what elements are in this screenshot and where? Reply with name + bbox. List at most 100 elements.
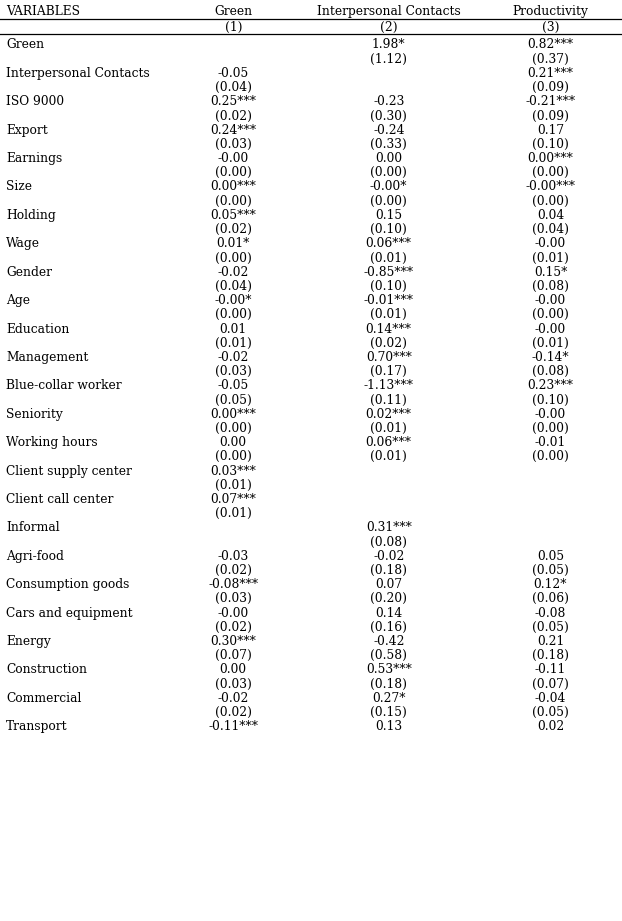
Text: (0.30): (0.30)	[370, 110, 407, 122]
Text: (0.01): (0.01)	[370, 251, 407, 264]
Text: 0.14: 0.14	[375, 607, 402, 620]
Text: (0.08): (0.08)	[370, 535, 407, 549]
Text: (0.04): (0.04)	[215, 280, 252, 293]
Text: -0.00: -0.00	[535, 322, 566, 335]
Text: (0.02): (0.02)	[215, 705, 252, 719]
Text: Wage: Wage	[6, 238, 40, 251]
Text: (0.00): (0.00)	[215, 251, 252, 264]
Text: (0.20): (0.20)	[370, 592, 407, 605]
Text: -0.00: -0.00	[535, 294, 566, 307]
Text: (0.02): (0.02)	[215, 110, 252, 122]
Text: Interpersonal Contacts: Interpersonal Contacts	[6, 67, 150, 80]
Text: -0.23: -0.23	[373, 95, 404, 109]
Text: VARIABLES: VARIABLES	[6, 5, 80, 18]
Text: (0.01): (0.01)	[215, 479, 252, 492]
Text: Transport: Transport	[6, 720, 68, 733]
Text: Construction: Construction	[6, 663, 87, 676]
Text: -0.85***: -0.85***	[364, 265, 414, 279]
Text: 0.03***: 0.03***	[210, 464, 256, 477]
Text: -0.14*: -0.14*	[532, 351, 569, 364]
Text: (0.01): (0.01)	[532, 337, 569, 350]
Text: (3): (3)	[542, 21, 559, 34]
Text: 0.06***: 0.06***	[366, 437, 412, 449]
Text: (0.05): (0.05)	[532, 621, 569, 634]
Text: (0.00): (0.00)	[215, 450, 252, 463]
Text: 0.07***: 0.07***	[210, 493, 256, 506]
Text: Consumption goods: Consumption goods	[6, 578, 129, 591]
Text: -0.03: -0.03	[218, 550, 249, 563]
Text: Age: Age	[6, 294, 30, 307]
Text: (0.03): (0.03)	[215, 678, 252, 691]
Text: (0.58): (0.58)	[370, 649, 407, 662]
Text: (2): (2)	[380, 21, 397, 34]
Text: (0.00): (0.00)	[215, 422, 252, 435]
Text: -0.00: -0.00	[535, 408, 566, 421]
Text: -0.01***: -0.01***	[364, 294, 414, 307]
Text: 0.00: 0.00	[220, 437, 247, 449]
Text: Management: Management	[6, 351, 88, 364]
Text: Client call center: Client call center	[6, 493, 114, 506]
Text: -0.24: -0.24	[373, 123, 404, 136]
Text: 0.24***: 0.24***	[210, 123, 256, 136]
Text: -0.01: -0.01	[535, 437, 566, 449]
Text: (0.05): (0.05)	[532, 705, 569, 719]
Text: (0.07): (0.07)	[532, 678, 569, 691]
Text: Cars and equipment: Cars and equipment	[6, 607, 133, 620]
Text: (0.00): (0.00)	[215, 167, 252, 180]
Text: -0.00: -0.00	[218, 607, 249, 620]
Text: (0.00): (0.00)	[532, 422, 569, 435]
Text: 0.31***: 0.31***	[366, 521, 412, 534]
Text: (0.11): (0.11)	[370, 393, 407, 406]
Text: Gender: Gender	[6, 265, 52, 279]
Text: (0.01): (0.01)	[370, 422, 407, 435]
Text: (1.12): (1.12)	[370, 52, 407, 65]
Text: 0.00***: 0.00***	[210, 181, 256, 193]
Text: Energy: Energy	[6, 635, 51, 647]
Text: (0.00): (0.00)	[532, 450, 569, 463]
Text: (0.33): (0.33)	[370, 138, 407, 151]
Text: 0.82***: 0.82***	[527, 39, 573, 52]
Text: -0.00: -0.00	[535, 238, 566, 251]
Text: Informal: Informal	[6, 521, 60, 534]
Text: -0.02: -0.02	[373, 550, 404, 563]
Text: (0.01): (0.01)	[370, 450, 407, 463]
Text: (0.37): (0.37)	[532, 52, 569, 65]
Text: 0.00: 0.00	[375, 152, 402, 165]
Text: (0.00): (0.00)	[532, 309, 569, 321]
Text: 0.05***: 0.05***	[210, 209, 256, 222]
Text: (0.05): (0.05)	[532, 564, 569, 577]
Text: (0.01): (0.01)	[370, 309, 407, 321]
Text: ISO 9000: ISO 9000	[6, 95, 64, 109]
Text: 0.12*: 0.12*	[534, 578, 567, 591]
Text: 0.15*: 0.15*	[534, 265, 567, 279]
Text: 0.00: 0.00	[220, 663, 247, 676]
Text: (0.03): (0.03)	[215, 592, 252, 605]
Text: Green: Green	[6, 39, 44, 52]
Text: (0.06): (0.06)	[532, 592, 569, 605]
Text: (0.10): (0.10)	[370, 280, 407, 293]
Text: (0.15): (0.15)	[370, 705, 407, 719]
Text: (0.00): (0.00)	[215, 309, 252, 321]
Text: (0.00): (0.00)	[532, 194, 569, 208]
Text: (0.09): (0.09)	[532, 81, 569, 94]
Text: Interpersonal Contacts: Interpersonal Contacts	[317, 5, 461, 18]
Text: -0.00***: -0.00***	[526, 181, 575, 193]
Text: 0.53***: 0.53***	[366, 663, 412, 676]
Text: (0.08): (0.08)	[532, 365, 569, 379]
Text: -0.11: -0.11	[535, 663, 566, 676]
Text: (0.02): (0.02)	[215, 621, 252, 634]
Text: 0.15: 0.15	[375, 209, 402, 222]
Text: -0.05: -0.05	[218, 379, 249, 392]
Text: Agri-food: Agri-food	[6, 550, 64, 563]
Text: 0.06***: 0.06***	[366, 238, 412, 251]
Text: (1): (1)	[225, 21, 242, 34]
Text: 0.07: 0.07	[375, 578, 402, 591]
Text: 0.30***: 0.30***	[210, 635, 256, 647]
Text: 0.02***: 0.02***	[366, 408, 412, 421]
Text: (0.02): (0.02)	[215, 223, 252, 236]
Text: -0.42: -0.42	[373, 635, 404, 647]
Text: Green: Green	[214, 5, 253, 18]
Text: Commercial: Commercial	[6, 692, 81, 705]
Text: -0.02: -0.02	[218, 351, 249, 364]
Text: (0.05): (0.05)	[215, 393, 252, 406]
